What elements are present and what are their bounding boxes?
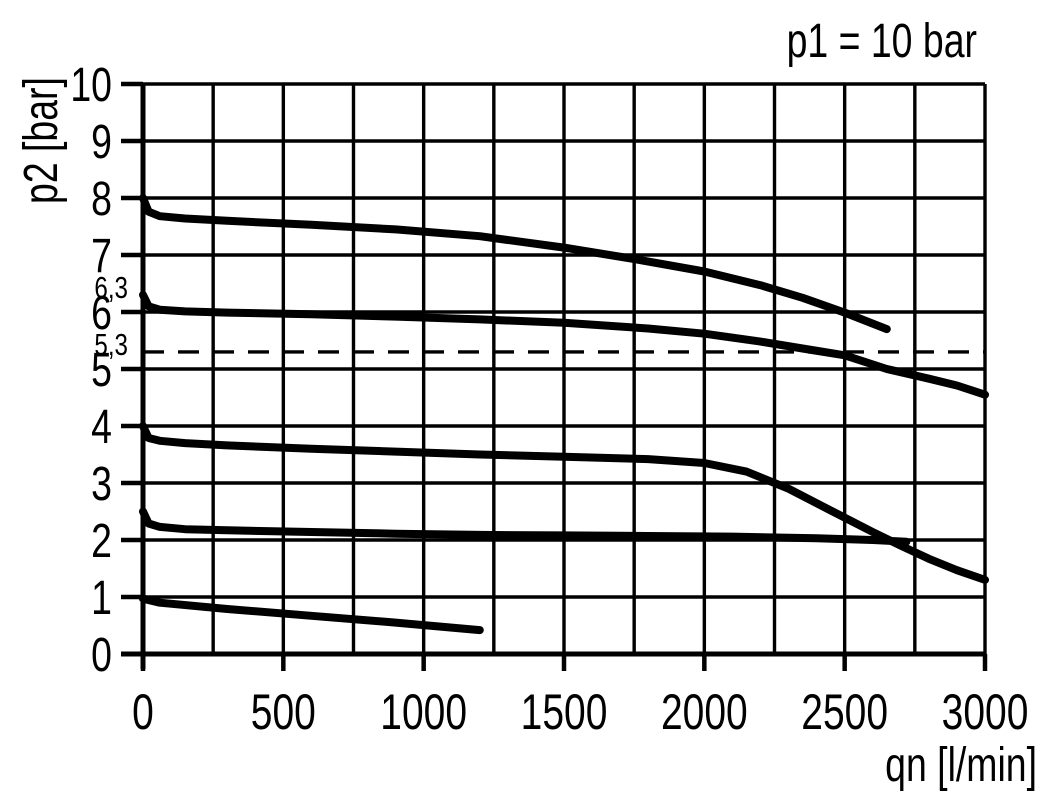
curve-outlet-pressure-1-bar (139, 594, 484, 635)
y-axis-marker-label: 5,3 (94, 327, 128, 362)
y-axis-tick-label: 1 (91, 572, 112, 626)
y-axis-tick-label: 9 (91, 116, 112, 170)
curve-outlet-pressure-6.3-bar (139, 290, 989, 399)
curve-outlet-pressure-2-bar (139, 507, 911, 546)
y-axis-tick-label: 4 (91, 401, 112, 455)
y-axis-tick-label: 0 (91, 629, 112, 683)
x-axis-label: qn [l/min] (885, 739, 1037, 793)
y-axis-tick-label: 8 (91, 173, 112, 227)
y-axis-tick-label: 10 (70, 59, 112, 113)
x-axis-tick-label: 3000 (942, 683, 1029, 740)
y-axis-tick-label: 3 (91, 458, 112, 512)
y-axis-label: p2 [bar] (15, 77, 69, 204)
x-axis-tick-label: 2500 (801, 683, 888, 740)
y-axis-tick-label: 2 (91, 515, 112, 569)
x-axis-tick-label: 1500 (521, 683, 608, 740)
y-axis-marker-label: 6,3 (94, 270, 128, 305)
x-axis-tick-label: 1000 (380, 683, 467, 740)
y-axis-tick-label: 7 (91, 230, 112, 284)
x-axis-tick-label: 500 (251, 683, 316, 740)
y-axis-tick-label: 6 (91, 287, 112, 341)
x-axis-tick-label: 2000 (661, 683, 748, 740)
chart-title: p1 = 10 bar (787, 15, 977, 69)
x-axis-tick-label: 0 (132, 683, 154, 740)
curve-outlet-pressure-4-bar (139, 422, 989, 584)
curve-outlet-pressure-8-bar (139, 194, 891, 334)
y-axis-tick-label: 5 (91, 344, 112, 398)
